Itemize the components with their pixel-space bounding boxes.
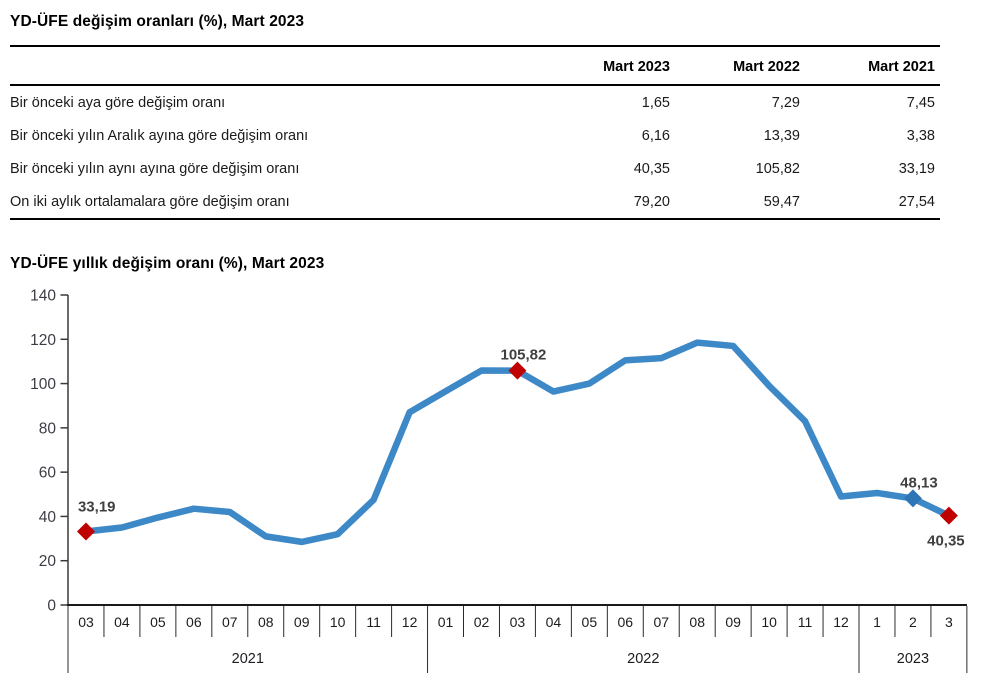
row-value: 13,39 bbox=[763, 128, 800, 144]
data-point-label: 33,19 bbox=[78, 499, 116, 516]
data-point-label: 48,13 bbox=[900, 474, 938, 491]
data-point-marker bbox=[903, 489, 922, 508]
x-axis-label: 09 bbox=[294, 614, 310, 630]
table-row: Bir önceki aya göre değişim oranı 1,65 7,2… bbox=[10, 85, 940, 119]
y-axis-tick-label: 40 bbox=[39, 509, 57, 526]
header-cell-mart-2022: Mart 2022 bbox=[733, 59, 800, 75]
row-label: Bir önceki aya göre değişim oranı bbox=[10, 95, 226, 111]
x-axis-label: 11 bbox=[798, 614, 813, 630]
row-value: 59,47 bbox=[763, 194, 800, 210]
header-cell-mart-2021: Mart 2021 bbox=[868, 59, 935, 75]
table-row: Bir önceki yılın aynı ayına göre değişim… bbox=[10, 152, 940, 185]
y-axis-tick-label: 120 bbox=[30, 332, 56, 349]
header-cell-empty bbox=[10, 46, 540, 85]
x-axis-label: 07 bbox=[222, 614, 238, 630]
y-axis-tick-label: 60 bbox=[39, 465, 57, 482]
x-axis-label: 08 bbox=[689, 614, 705, 630]
x-axis-label: 05 bbox=[582, 614, 598, 630]
x-axis-label: 10 bbox=[761, 614, 777, 630]
year-label: 2021 bbox=[232, 651, 264, 667]
row-value: 1,65 bbox=[641, 95, 670, 111]
x-axis-label: 12 bbox=[833, 614, 849, 630]
row-value: 7,29 bbox=[771, 95, 800, 111]
x-axis-label: 06 bbox=[186, 614, 202, 630]
x-axis-label: 11 bbox=[366, 614, 381, 630]
x-axis-label: 10 bbox=[330, 614, 346, 630]
x-axis-label: 05 bbox=[150, 614, 166, 630]
year-label: 2023 bbox=[897, 651, 929, 667]
data-point-marker bbox=[508, 361, 527, 380]
x-axis-label: 09 bbox=[725, 614, 741, 630]
table-title: YD-ÜFE değişim oranları (%), Mart 2023 bbox=[10, 13, 305, 30]
x-axis-label: 04 bbox=[114, 614, 130, 630]
row-value: 7,45 bbox=[906, 95, 935, 111]
row-value: 79,20 bbox=[633, 194, 670, 210]
data-point-label: 40,35 bbox=[927, 533, 965, 550]
x-axis-label: 2 bbox=[909, 614, 917, 630]
row-value: 40,35 bbox=[633, 161, 670, 177]
header-cell-mart-2023: Mart 2023 bbox=[603, 59, 670, 75]
rates-table-header: Mart 2023 Mart 2022 Mart 2021 bbox=[10, 46, 940, 85]
x-axis-label: 01 bbox=[438, 614, 454, 630]
row-value: 6,16 bbox=[641, 128, 670, 144]
table-row: Bir önceki yılın Aralık ayına göre değiş… bbox=[10, 119, 940, 152]
year-label: 2022 bbox=[627, 651, 659, 667]
row-value: 33,19 bbox=[898, 161, 935, 177]
x-axis-label: 08 bbox=[258, 614, 274, 630]
table-row: On iki aylık ortalamalara göre değişim o… bbox=[10, 185, 940, 219]
x-axis-label: 03 bbox=[78, 614, 94, 630]
row-label: Bir önceki yılın Aralık ayına göre değiş… bbox=[10, 128, 309, 144]
x-axis-label: 03 bbox=[510, 614, 526, 630]
x-axis-label: 12 bbox=[402, 614, 418, 630]
data-point-label: 105,82 bbox=[500, 347, 546, 364]
x-axis-label: 1 bbox=[873, 614, 881, 630]
rates-table: Mart 2023 Mart 2022 Mart 2021 Bir önceki… bbox=[10, 45, 940, 220]
x-axis-label: 04 bbox=[546, 614, 562, 630]
y-axis-tick-label: 140 bbox=[30, 288, 56, 305]
data-point-marker bbox=[76, 522, 95, 541]
y-axis-tick-label: 80 bbox=[39, 420, 57, 437]
row-label: On iki aylık ortalamalara göre değişim o… bbox=[10, 194, 290, 210]
x-axis-label: 06 bbox=[618, 614, 634, 630]
x-axis-label: 07 bbox=[653, 614, 669, 630]
y-axis-tick-label: 0 bbox=[47, 598, 56, 615]
y-axis-tick-label: 20 bbox=[39, 553, 57, 570]
row-label: Bir önceki yılın aynı ayına göre değişim… bbox=[10, 161, 300, 177]
row-value: 105,82 bbox=[755, 161, 800, 177]
data-point-marker bbox=[939, 506, 958, 525]
chart-title: YD-ÜFE yıllık değişim oranı (%), Mart 20… bbox=[10, 255, 325, 272]
row-value: 27,54 bbox=[898, 194, 935, 210]
row-value: 3,38 bbox=[906, 128, 935, 144]
x-axis-label: 3 bbox=[945, 614, 953, 630]
y-axis-tick-label: 100 bbox=[30, 376, 56, 393]
x-axis-label: 02 bbox=[474, 614, 490, 630]
